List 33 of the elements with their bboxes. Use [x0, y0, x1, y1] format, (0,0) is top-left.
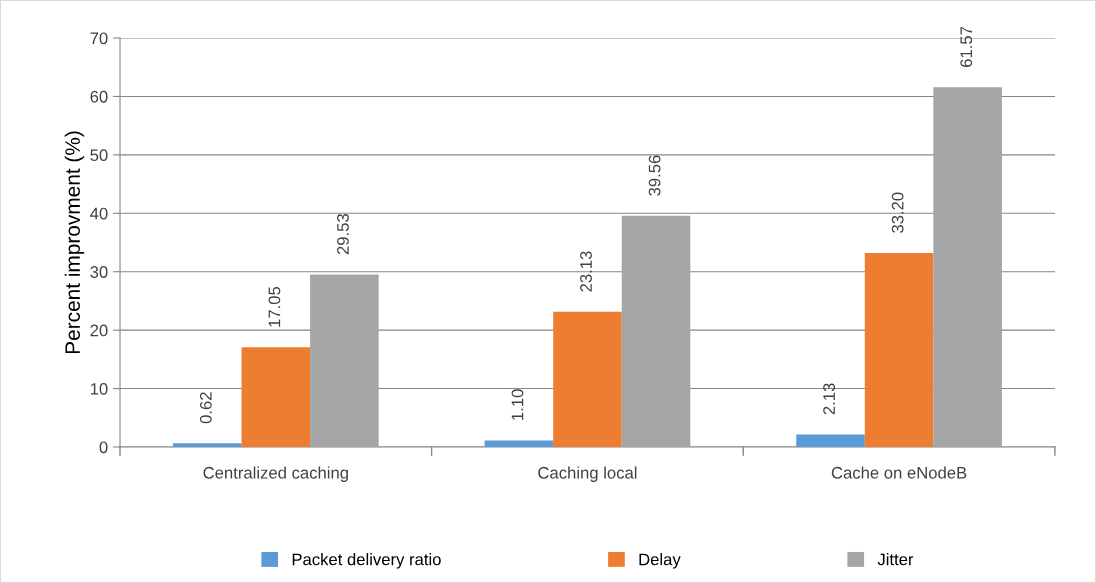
- data-label: 2.13: [823, 383, 835, 415]
- y-tick-label: 60: [90, 90, 108, 103]
- y-tick-label: 20: [90, 324, 108, 337]
- y-tick-label: 30: [90, 266, 108, 278]
- bar: [484, 440, 554, 447]
- legend-label: Delay: [639, 553, 681, 569]
- bar: [933, 87, 1002, 447]
- bar: [621, 215, 691, 447]
- legend-label: Jitter: [877, 553, 914, 566]
- legend-label: Packet delivery ratio: [292, 553, 441, 569]
- data-label: 17.05: [268, 286, 281, 327]
- x-tick-label: Caching local: [538, 466, 637, 482]
- y-tick-label: 10: [90, 382, 108, 395]
- y-tick-label: 0: [99, 441, 108, 454]
- data-label: 29.53: [337, 214, 349, 255]
- bar: [864, 253, 934, 447]
- bar: [241, 347, 311, 447]
- bar: [310, 274, 379, 447]
- data-label: 0.62: [199, 392, 212, 424]
- data-label: 1.10: [511, 389, 524, 420]
- data-label: 61.57: [960, 26, 973, 67]
- y-tick-label: 50: [90, 149, 108, 162]
- bar: [553, 311, 622, 447]
- y-tick-label: 70: [90, 32, 108, 45]
- bar: [172, 443, 242, 447]
- y-axis-title: Percent improvment (%): [64, 131, 85, 354]
- x-tick-label: Cache on eNodeB: [831, 466, 967, 479]
- data-label: 39.56: [648, 155, 661, 196]
- data-label: 33.20: [891, 192, 904, 233]
- y-tick-label: 40: [90, 207, 108, 220]
- data-label: 23.13: [580, 251, 592, 292]
- bar: [796, 434, 865, 447]
- x-tick-label: Centralized caching: [203, 466, 348, 482]
